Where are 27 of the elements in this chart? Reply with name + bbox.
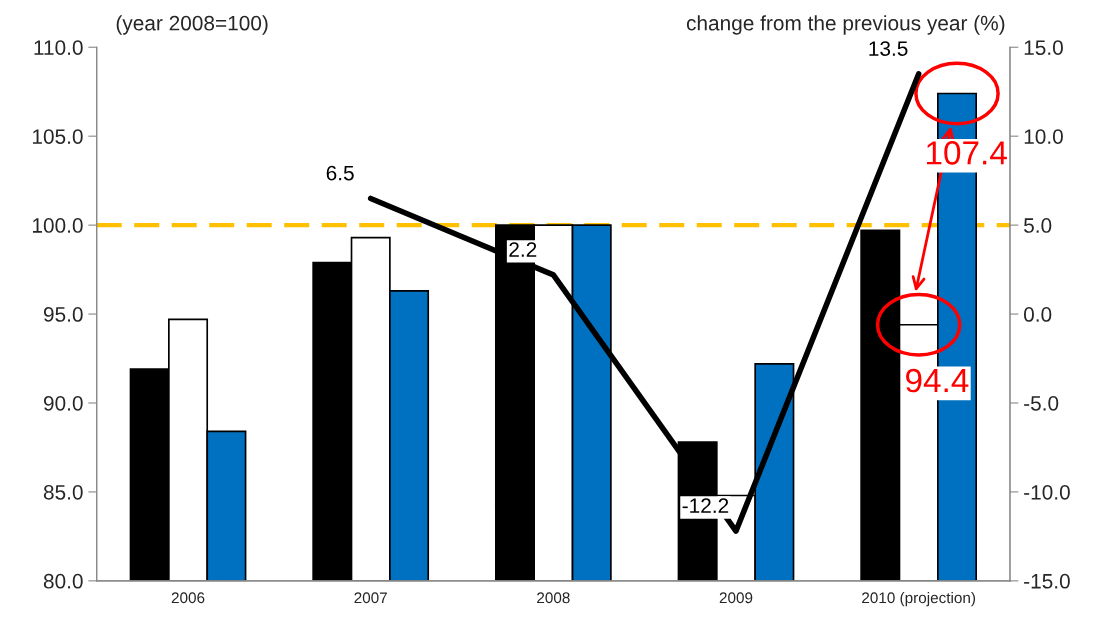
y-tick-label: 110.0: [34, 40, 83, 55]
data-label: -12.2: [682, 498, 729, 513]
y2-tick-label: -10.0: [1024, 484, 1070, 500]
y2-tick-label: -15.0: [1024, 573, 1070, 589]
y-axis-title: (year 2008=100): [116, 15, 268, 35]
x-tick-label: 2006: [171, 592, 205, 604]
y2-tick-label: 15.0: [1024, 40, 1063, 55]
y-tick-label: 85.0: [43, 484, 83, 500]
y-tick-label: 80.0: [43, 573, 83, 589]
y-tick-label: 105.0: [32, 129, 83, 144]
annotation: 94.4: [906, 368, 969, 393]
y-tick-label: 90.0: [43, 395, 83, 411]
annotation: 107.4: [926, 141, 1007, 165]
x-tick-label: 2010 (projection): [862, 591, 976, 607]
y2-axis-title: change from the previous year (%): [686, 15, 1005, 35]
x-tick-label: 2008: [537, 592, 570, 604]
y2-tick-label: -5.0: [1024, 395, 1059, 411]
y-tick-label: 100.0: [32, 218, 83, 233]
x-tick-label: 2009: [719, 592, 753, 604]
data-label: 13.5: [869, 41, 908, 56]
x-tick-label: 2007: [354, 592, 387, 604]
y-tick-label: 95.0: [43, 307, 83, 322]
data-label: 2.2: [509, 242, 537, 257]
data-label: 6.5: [326, 165, 354, 181]
y2-tick-label: 10.0: [1024, 129, 1063, 144]
y2-tick-label: 5.0: [1024, 218, 1052, 233]
y2-tick-label: 0.0: [1023, 307, 1052, 322]
